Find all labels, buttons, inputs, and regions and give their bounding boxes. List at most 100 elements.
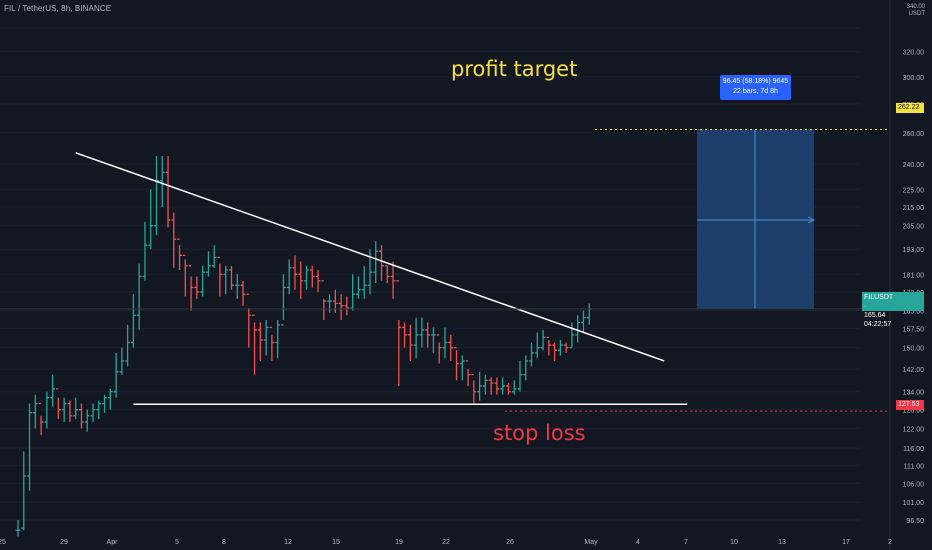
- ohlc-bar: [263, 320, 269, 356]
- ohlc-bar: [217, 256, 223, 297]
- price-tick-label: 240.00: [903, 162, 925, 169]
- price-tick-label: 96.50: [906, 518, 924, 525]
- time-axis[interactable]: 25 29 Apr 5 8 12 15 19 22 26 May 4 7 10 13 17 2: [0, 539, 892, 546]
- ohlc-bar: [459, 355, 465, 381]
- ohlc-bar: [569, 322, 575, 349]
- ohlc-bar: [84, 409, 90, 432]
- ohlc-bar: [379, 245, 384, 281]
- ohlc-bar: [511, 380, 517, 395]
- ohlc-bar: [188, 265, 194, 311]
- time-tick-label: 15: [332, 539, 340, 546]
- price-tick-label: 150.00: [903, 346, 925, 353]
- ohlc-bar: [315, 269, 321, 292]
- ohlc-bar: [586, 303, 592, 325]
- ohlc-bar: [465, 360, 471, 386]
- ohlc-bar: [534, 332, 540, 359]
- price-axis[interactable]: 96.50 101.00 106.00 111.00 116.00 122.00 128.0…: [889, 0, 925, 550]
- profit-target-label[interactable]: profit target: [451, 57, 578, 81]
- position-tooltip-line1: 96.45 (58.18%) 9645: [722, 78, 789, 85]
- time-tick-label: Apr: [107, 539, 119, 546]
- ohlc-bar: [304, 265, 309, 290]
- ohlc-bar: [229, 265, 234, 290]
- ohlc-bar: [136, 263, 142, 330]
- ohlc-bar: [500, 377, 506, 395]
- ohlc-bar: [506, 383, 511, 395]
- position-tooltip-line2: 22 bars, 7d 8h: [733, 88, 778, 95]
- ohlc-bar: [21, 451, 27, 531]
- ohlc-bar: [309, 265, 315, 288]
- price-tick-label: 181.00: [903, 272, 925, 279]
- drawn-trendlines[interactable]: [75, 152, 688, 405]
- ohlc-bar: [55, 388, 61, 419]
- ohlc-bar: [494, 377, 500, 395]
- ohlc-bar: [182, 254, 188, 297]
- time-tick-label: 4: [636, 539, 640, 546]
- ohlc-bar: [50, 374, 56, 407]
- stop-price-tag: 127.53: [896, 400, 924, 410]
- price-tick-label: 106.00: [903, 481, 925, 488]
- ohlc-bar: [396, 280, 402, 386]
- ohlc-bar: [425, 322, 431, 348]
- ohlc-bar: [96, 400, 102, 419]
- ohlc-bar: [206, 251, 211, 277]
- ohlc-bar: [581, 310, 586, 333]
- time-tick-label: 7: [684, 539, 688, 546]
- ohlc-bar: [390, 261, 396, 299]
- price-tick-label: 193.00: [903, 247, 925, 254]
- ohlc-bar: [165, 156, 171, 228]
- price-tick-label: 300.00: [903, 75, 925, 82]
- price-tick-label: 116.00: [903, 446, 924, 453]
- ohlc-bar: [356, 276, 361, 299]
- ohlc-bar: [523, 355, 529, 381]
- ohlc-bar: [246, 293, 252, 348]
- ohlc-bar: [540, 329, 546, 351]
- long-position-box[interactable]: [697, 129, 816, 309]
- ohlc-bar: [73, 397, 79, 419]
- ohlc-bar: [44, 391, 50, 429]
- ohlc-bar: [563, 342, 569, 353]
- ohlc-bar: [419, 317, 425, 348]
- ohlc-bar: [240, 280, 246, 306]
- ohlc-bar: [477, 371, 482, 401]
- price-tick-label: 205.00: [903, 224, 925, 231]
- ohlc-bar: [436, 334, 442, 364]
- time-tick-label: May: [584, 539, 598, 546]
- ohlc-bar: [275, 320, 281, 359]
- symbol-title: FIL / TetherUS, 8h, BINANCE: [4, 4, 112, 13]
- ohlc-bar: [252, 314, 257, 375]
- ohlc-bar: [471, 373, 477, 404]
- ohlc-bar: [557, 339, 563, 356]
- ohlc-bar: [482, 374, 488, 395]
- ohlc-bar: [407, 324, 413, 361]
- ohlc-bar: [211, 245, 217, 268]
- ohlc-bar: [546, 336, 552, 356]
- ohlc-bar: [67, 400, 73, 423]
- ohlc-bar: [413, 317, 419, 359]
- bar-countdown: 04:22:57: [864, 321, 892, 328]
- stop-loss-label[interactable]: stop loss: [493, 421, 586, 445]
- ohlc-bar: [373, 241, 379, 284]
- ohlc-bar: [90, 403, 96, 423]
- price-tick-label: 128.00: [903, 408, 925, 415]
- time-tick-label: 29: [60, 539, 68, 546]
- ohlc-bar: [131, 294, 136, 348]
- ohlc-bar: [384, 265, 390, 284]
- price-tick-label: 215.00: [903, 205, 925, 212]
- arrow-right-icon: [807, 216, 816, 224]
- position-tooltip: 96.45 (58.18%) 9645 22 bars, 7d 8h: [720, 75, 791, 100]
- time-tick-label: 13: [778, 539, 786, 546]
- ohlc-bar: [517, 360, 523, 392]
- price-tick-label: 225.00: [903, 187, 925, 194]
- ohlc-bar: [194, 276, 200, 299]
- ohlc-bar: [431, 327, 436, 353]
- ohlc-bar: [448, 334, 454, 361]
- price-tick-label: 142.00: [903, 367, 925, 374]
- current-price-tag: FILUSDT · 165.64 04:22:57: [862, 292, 924, 328]
- time-tick-label: 8: [222, 539, 226, 546]
- ohlc-bar: [113, 352, 119, 398]
- ohlc-bar: [442, 327, 448, 359]
- ohlc-bar: [269, 326, 275, 361]
- axis-unit-prefix: 340.00: [906, 4, 925, 10]
